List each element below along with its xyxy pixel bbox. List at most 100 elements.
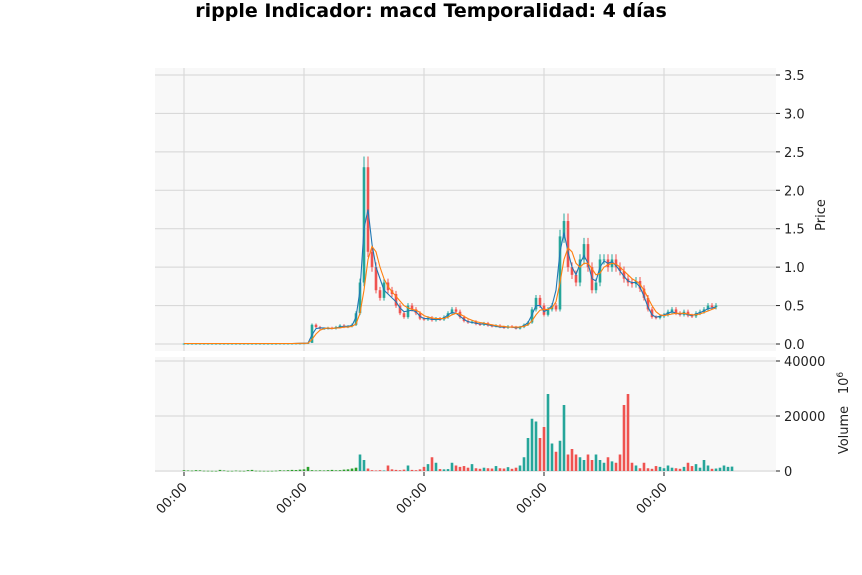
candle-body xyxy=(338,325,342,328)
candle-body xyxy=(614,259,618,268)
volume-bar xyxy=(674,468,678,471)
candle-body xyxy=(526,322,530,325)
volume-bar xyxy=(550,443,554,471)
volume-bar xyxy=(614,462,618,471)
volume-bar xyxy=(458,466,462,471)
candle-body xyxy=(566,221,570,268)
volume-bar xyxy=(234,470,238,472)
volume-bar xyxy=(514,467,518,471)
volume-bar xyxy=(598,460,602,471)
volume-bar xyxy=(366,468,370,471)
volume-bar xyxy=(250,469,254,471)
volume-bar xyxy=(610,461,614,471)
volume-bar xyxy=(702,460,706,471)
volume-bar xyxy=(354,467,358,471)
candle-body xyxy=(454,309,458,312)
price-tick-label: 0.5 xyxy=(784,300,805,315)
price-marks xyxy=(182,156,718,345)
volume-bar xyxy=(630,462,634,471)
candle-body xyxy=(542,305,546,315)
volume-bar xyxy=(286,470,290,471)
volume-bar xyxy=(414,470,418,471)
volume-bar xyxy=(606,457,610,471)
volume-bar xyxy=(586,454,590,471)
volume-bar xyxy=(362,460,366,471)
candle-body xyxy=(554,305,558,310)
candle-body xyxy=(582,244,586,260)
volume-bar xyxy=(442,469,446,471)
volume-bar xyxy=(558,440,562,471)
x-axis-ticks: 00:00 00:00 00:00 00:00 00:00 xyxy=(154,472,671,517)
volume-bar xyxy=(690,466,694,471)
volume-bar xyxy=(330,469,334,471)
candle-body xyxy=(618,267,622,271)
candle-body xyxy=(706,305,710,310)
volume-bar xyxy=(502,468,506,471)
candle-body xyxy=(594,282,598,291)
volume-bar xyxy=(290,469,294,471)
volume-bar xyxy=(218,469,222,471)
volume-bar xyxy=(350,468,354,471)
volume-bar xyxy=(342,469,346,471)
volume-bar xyxy=(546,394,550,471)
candle-body xyxy=(622,270,626,279)
volume-bar xyxy=(358,454,362,471)
volume-bar xyxy=(326,470,330,471)
volume-bar xyxy=(270,470,274,472)
price-axis-label: Price xyxy=(814,199,829,231)
volume-bar xyxy=(182,470,186,471)
volume-bar xyxy=(398,470,402,471)
volume-bar xyxy=(562,405,566,471)
volume-bar xyxy=(422,466,426,471)
candle-body xyxy=(450,309,454,314)
volume-bar xyxy=(310,470,314,471)
volume-bar xyxy=(266,470,270,472)
volume-bar xyxy=(434,462,438,471)
volume-bar xyxy=(638,468,642,471)
candle-body xyxy=(578,259,582,283)
candle-body xyxy=(558,236,562,310)
price-tick-label: 3.5 xyxy=(784,69,805,84)
volume-bar xyxy=(410,469,414,471)
x-tick-label: 00:00 xyxy=(394,480,431,517)
volume-bar xyxy=(454,465,458,471)
volume-bar xyxy=(698,467,702,471)
volume-bar xyxy=(602,462,606,471)
volume-bar xyxy=(678,468,682,471)
candle-body xyxy=(674,309,678,314)
volume-bar xyxy=(402,469,406,471)
volume-bar xyxy=(722,465,726,471)
volume-axis-label: Volume xyxy=(837,406,852,454)
price-tick-label: 1.5 xyxy=(784,223,805,238)
volume-bar xyxy=(478,468,482,471)
price-tick-label: 2.0 xyxy=(784,184,805,199)
candle-body xyxy=(586,244,590,268)
volume-bar xyxy=(686,462,690,471)
volume-scale-exponent: 6 xyxy=(836,372,846,378)
price-tick-label: 1.0 xyxy=(784,261,805,276)
volume-bar xyxy=(670,467,674,471)
volume-bar xyxy=(566,454,570,471)
volume-bar xyxy=(594,454,598,471)
volume-bar xyxy=(318,470,322,471)
volume-bar xyxy=(682,466,686,471)
candle-body xyxy=(650,309,654,318)
volume-bar xyxy=(694,464,698,471)
volume-bar xyxy=(582,460,586,471)
volume-bar xyxy=(238,470,242,472)
volume-bar xyxy=(298,469,302,471)
volume-bar xyxy=(370,470,374,471)
volume-bar xyxy=(374,470,378,472)
candle-body xyxy=(398,305,402,314)
volume-bar xyxy=(486,468,490,471)
x-tick-label: 00:00 xyxy=(514,480,551,517)
volume-bar xyxy=(706,465,710,471)
volume-bar xyxy=(430,457,434,471)
volume-bar xyxy=(194,470,198,471)
candle-body xyxy=(598,259,602,283)
volume-bar xyxy=(646,468,650,471)
volume-bar xyxy=(314,470,318,472)
volume-bar xyxy=(246,470,250,471)
volume-bar xyxy=(662,468,666,471)
